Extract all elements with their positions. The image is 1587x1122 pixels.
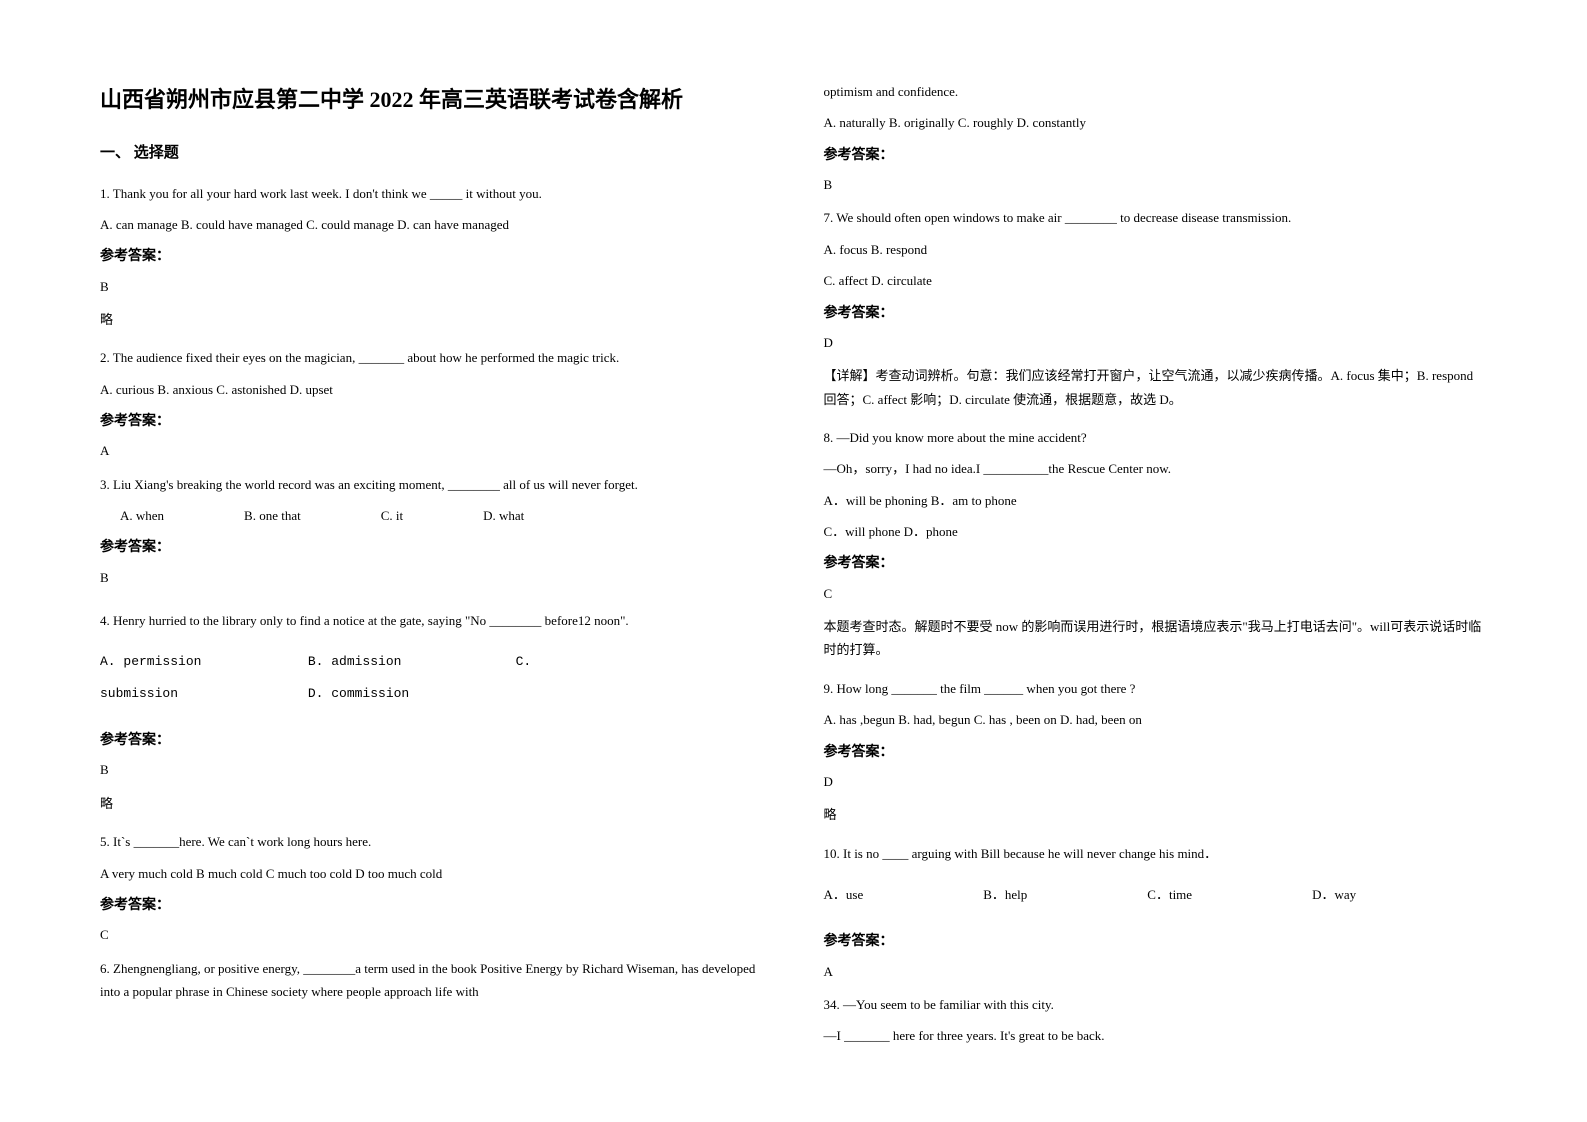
q9-text: 9. How long _______ the film ______ when… [824,677,1488,700]
q4-opt-c: C. [516,654,532,669]
q7-answer: D [824,331,1488,354]
q5-answer-label: 参考答案： [100,893,764,918]
q5-answer: C [100,923,764,946]
q10-opt-c: C．time [1147,883,1192,906]
q4-options-line2: submission D. commission [100,682,764,705]
q5-options: A very much cold B much cold C much too … [100,862,764,885]
q4-options-line1: A. permission B. admission C. [100,650,764,673]
q3-options: A. when B. one that C. it D. what [100,504,764,527]
q34-text: 34. —You seem to be familiar with this c… [824,993,1488,1016]
q6-options: A. naturally B. originally C. roughly D.… [824,111,1488,134]
q6-text: 6. Zhengnengliang, or positive energy, _… [100,957,764,1004]
q9-explanation: 略 [824,803,1488,826]
q3-opt-d: D. what [483,504,524,527]
q2-answer-label: 参考答案： [100,409,764,434]
q4-explanation: 略 [100,792,764,815]
q2-answer: A [100,439,764,462]
page-title: 山西省朔州市应县第二中学 2022 年高三英语联考试卷含解析 [100,80,764,120]
q10-text: 10. It is no ____ arguing with Bill beca… [824,842,1488,865]
q9-answer: D [824,770,1488,793]
q4-answer-label: 参考答案： [100,728,764,753]
section-header: 一、 选择题 [100,140,764,167]
q7-answer-label: 参考答案： [824,301,1488,326]
q3-answer-label: 参考答案： [100,535,764,560]
q10-opt-b: B．help [983,883,1027,906]
q10-opt-a: A．use [824,883,864,906]
q4-answer: B [100,758,764,781]
q1-answer: B [100,275,764,298]
q4-opt-a: A. permission [100,650,300,673]
q2-options: A. curious B. anxious C. astonished D. u… [100,378,764,401]
q3-opt-c: C. it [381,504,403,527]
q10-options: A．use B．help C．time D．way [824,883,1488,906]
q3-opt-a: A. when [120,504,164,527]
q7-options-line2: C. affect D. circulate [824,269,1488,292]
q8-answer-label: 参考答案： [824,551,1488,576]
q8-options-line2: C．will phone D．phone [824,520,1488,543]
q3-answer: B [100,566,764,589]
right-column: optimism and confidence. A. naturally B.… [824,80,1488,1042]
q8-options-line1: A．will be phoning B．am to phone [824,489,1488,512]
q34-text2: —I _______ here for three years. It's gr… [824,1024,1488,1047]
q3-opt-b: B. one that [244,504,301,527]
q4-opt-b: B. admission [308,650,508,673]
q1-explanation: 略 [100,308,764,331]
q10-opt-d: D．way [1312,883,1356,906]
q4-line2a: submission [100,682,300,705]
q4-text: 4. Henry hurried to the library only to … [100,609,764,632]
q8-explanation: 本题考查时态。解题时不要受 now 的影响而误用进行时，根据语境应表示"我马上打… [824,615,1488,662]
q8-text2: —Oh，sorry，I had no idea.I __________the … [824,457,1488,480]
q10-answer-label: 参考答案： [824,929,1488,954]
q4-line2b: D. commission [308,686,409,701]
q6-text2: optimism and confidence. [824,80,1488,103]
q1-options: A. can manage B. could have managed C. c… [100,213,764,236]
q7-text: 7. We should often open windows to make … [824,206,1488,229]
q8-answer: C [824,582,1488,605]
q6-answer: B [824,173,1488,196]
q9-options: A. has ,begun B. had, begun C. has , bee… [824,708,1488,731]
q8-text: 8. —Did you know more about the mine acc… [824,426,1488,449]
q3-text: 3. Liu Xiang's breaking the world record… [100,473,764,496]
q7-options-line1: A. focus B. respond [824,238,1488,261]
q5-text: 5. It`s _______here. We can`t work long … [100,830,764,853]
q6-answer-label: 参考答案： [824,143,1488,168]
q9-answer-label: 参考答案： [824,740,1488,765]
q1-answer-label: 参考答案： [100,244,764,269]
q1-text: 1. Thank you for all your hard work last… [100,182,764,205]
q7-explanation: 【详解】考查动词辨析。句意：我们应该经常打开窗户，让空气流通，以减少疾病传播。A… [824,364,1488,411]
left-column: 山西省朔州市应县第二中学 2022 年高三英语联考试卷含解析 一、 选择题 1.… [100,80,764,1042]
q2-text: 2. The audience fixed their eyes on the … [100,346,764,369]
q10-answer: A [824,960,1488,983]
